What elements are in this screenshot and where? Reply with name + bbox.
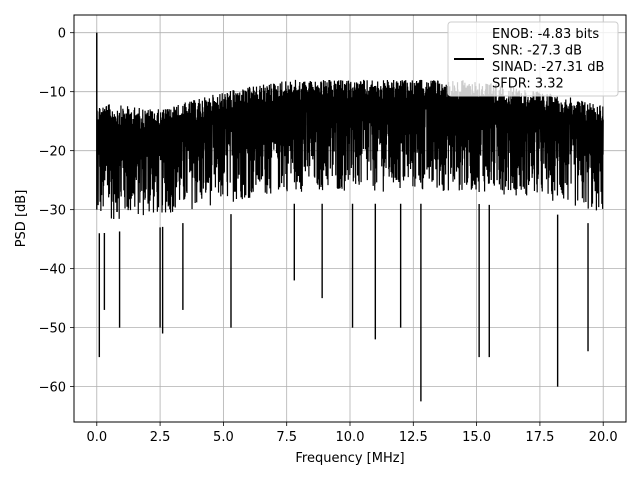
y-tick-label: −40 bbox=[39, 263, 66, 278]
x-tick-label: 7.5 bbox=[276, 430, 297, 445]
psd-series-trace bbox=[96, 32, 604, 402]
x-axis-ticks: 0.0 2.5 5.0 7.5 10.0 12.5 15.0 17.5 20.0 bbox=[86, 422, 618, 445]
x-tick-label: 5.0 bbox=[213, 430, 234, 445]
x-tick-label: 12.5 bbox=[399, 430, 428, 445]
y-tick-label: −20 bbox=[39, 145, 66, 160]
y-tick-label: −30 bbox=[39, 204, 66, 219]
x-tick-label: 2.5 bbox=[150, 430, 171, 445]
legend-snr: SNR: -27.3 dB bbox=[492, 44, 582, 59]
x-tick-label: 15.0 bbox=[462, 430, 491, 445]
x-tick-label: 10.0 bbox=[336, 430, 365, 445]
x-tick-label: 20.0 bbox=[589, 430, 618, 445]
x-tick-label: 17.5 bbox=[525, 430, 554, 445]
y-tick-label: −50 bbox=[39, 322, 66, 337]
y-tick-label: −10 bbox=[39, 86, 66, 101]
legend-enob: ENOB: -4.83 bits bbox=[492, 27, 599, 42]
x-axis-label: Frequency [MHz] bbox=[295, 451, 404, 466]
y-axis-ticks: 0 −10 −20 −30 −40 −50 −60 bbox=[39, 27, 74, 396]
legend: ENOB: -4.83 bits SNR: -27.3 dB SINAD: -2… bbox=[447, 21, 619, 97]
legend-sfdr: SFDR: 3.32 bbox=[492, 77, 564, 92]
psd-trace-line bbox=[96, 32, 604, 219]
y-axis-label: PSD [dB] bbox=[14, 190, 29, 248]
legend-box bbox=[447, 21, 619, 97]
legend-sinad: SINAD: -27.31 dB bbox=[492, 60, 604, 75]
y-tick-label: −60 bbox=[39, 381, 66, 396]
y-tick-label: 0 bbox=[58, 27, 66, 42]
x-tick-label: 0.0 bbox=[86, 430, 107, 445]
